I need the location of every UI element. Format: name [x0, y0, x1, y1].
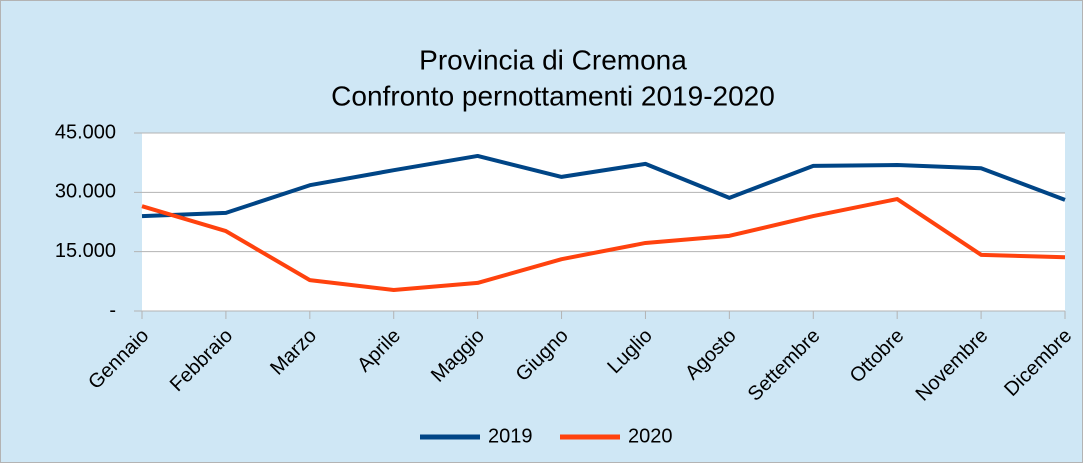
y-tick-label: -	[109, 299, 116, 321]
chart-subtitle: Confronto pernottamenti 2019-2020	[331, 80, 775, 111]
series-line	[141, 197, 1066, 293]
y-tick-label: 45.000	[55, 121, 116, 143]
legend-label: 2019	[488, 425, 533, 447]
y-tick-label: 15.000	[55, 240, 116, 262]
legend-label: 2020	[628, 425, 673, 447]
chart-title: Provincia di Cremona	[419, 44, 687, 75]
series-line	[141, 153, 1066, 219]
plot-area	[142, 133, 1065, 311]
y-tick-label: 30.000	[55, 181, 116, 203]
